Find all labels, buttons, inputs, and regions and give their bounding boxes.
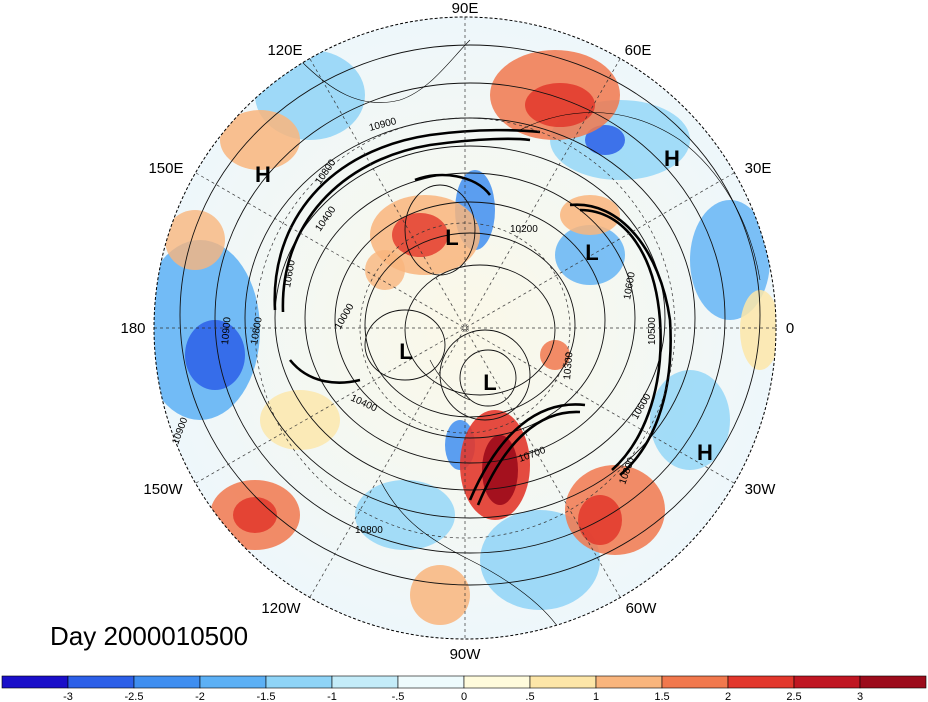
contour-label: 10900 — [220, 316, 233, 345]
colorbar-swatch — [265, 675, 333, 689]
day-label: Day 2000010500 — [50, 621, 248, 651]
colorbar-swatch — [397, 675, 465, 689]
colorbar-swatch — [529, 675, 597, 689]
lon-label-120w: 120W — [261, 600, 301, 617]
contour-label: 10200 — [510, 224, 538, 235]
colorbar-swatch — [463, 675, 531, 689]
colorbar-swatch — [859, 675, 927, 689]
colorbar: -3 -2.5 -2 -1.5 -1 -.5 0 .5 1 1.5 2 2.5 3 — [1, 675, 927, 702]
contour-label: 10500 — [647, 317, 658, 345]
low-center-marker: L — [445, 225, 458, 250]
jet-stream-contours — [273, 128, 672, 506]
high-center-marker: H — [697, 440, 713, 465]
colorbar-tick-label: -2.5 — [125, 691, 144, 702]
lon-label-90e: 90E — [452, 0, 479, 17]
colorbar-tick-label: -1.5 — [257, 691, 276, 702]
map-border — [153, 16, 777, 640]
colorbar-tick-label: 0 — [461, 691, 467, 702]
lon-label-150e: 150E — [148, 160, 183, 177]
colorbar-swatch — [661, 675, 729, 689]
high-center-marker: H — [664, 146, 680, 171]
colorbar-swatch — [1, 675, 69, 689]
colorbar-tick-label: 1 — [593, 691, 599, 702]
lon-label-120e: 120E — [267, 42, 302, 59]
lon-label-90w: 90W — [450, 646, 482, 663]
lon-label-180: 180 — [120, 320, 145, 337]
lon-label-60w: 60W — [626, 600, 658, 617]
colorbar-swatch — [199, 675, 267, 689]
contour-label: 10600 — [282, 259, 298, 289]
contour-label: 10600 — [622, 271, 638, 301]
lon-label-150w: 150W — [143, 481, 183, 498]
colorbar-tick-label: 3 — [857, 691, 863, 702]
lon-label-30e: 30E — [745, 160, 772, 177]
height-contours — [179, 44, 761, 586]
graticule — [154, 17, 776, 639]
low-center-marker: L — [399, 339, 412, 364]
colorbar-tick-label: 2 — [725, 691, 731, 702]
colorbar-swatch — [331, 675, 399, 689]
colorbar-swatch — [727, 675, 795, 689]
lon-label-30w: 30W — [745, 481, 777, 498]
high-center-marker: H — [255, 162, 271, 187]
contour-label: 10800 — [249, 316, 265, 346]
contour-label: 10800 — [355, 525, 383, 536]
colorbar-tick-label: 2.5 — [786, 691, 801, 702]
longitude-labels: 90E 60E 30E 0 30W 60W 90W 120W 150W 180 … — [120, 0, 794, 663]
low-center-marker: L — [585, 240, 598, 265]
contour-label: 10300 — [562, 351, 575, 380]
colorbar-tick-label: -.5 — [392, 691, 405, 702]
lon-label-60e: 60E — [625, 42, 652, 59]
pressure-centers: H H H L L L L — [255, 146, 713, 465]
colorbar-tick-label: -1 — [327, 691, 337, 702]
colorbar-swatch — [595, 675, 663, 689]
colorbar-swatch — [793, 675, 861, 689]
colorbar-tick-label: -2 — [195, 691, 205, 702]
colorbar-tick-label: .5 — [525, 691, 534, 702]
colorbar-swatch — [133, 675, 201, 689]
low-center-marker: L — [483, 370, 496, 395]
colorbar-tick-label: 1.5 — [654, 691, 669, 702]
colorbar-swatch — [67, 675, 135, 689]
map-disc — [154, 17, 776, 639]
colorbar-tick-label: -3 — [63, 691, 73, 702]
lon-label-0: 0 — [786, 320, 794, 337]
coastlines — [299, 39, 761, 631]
